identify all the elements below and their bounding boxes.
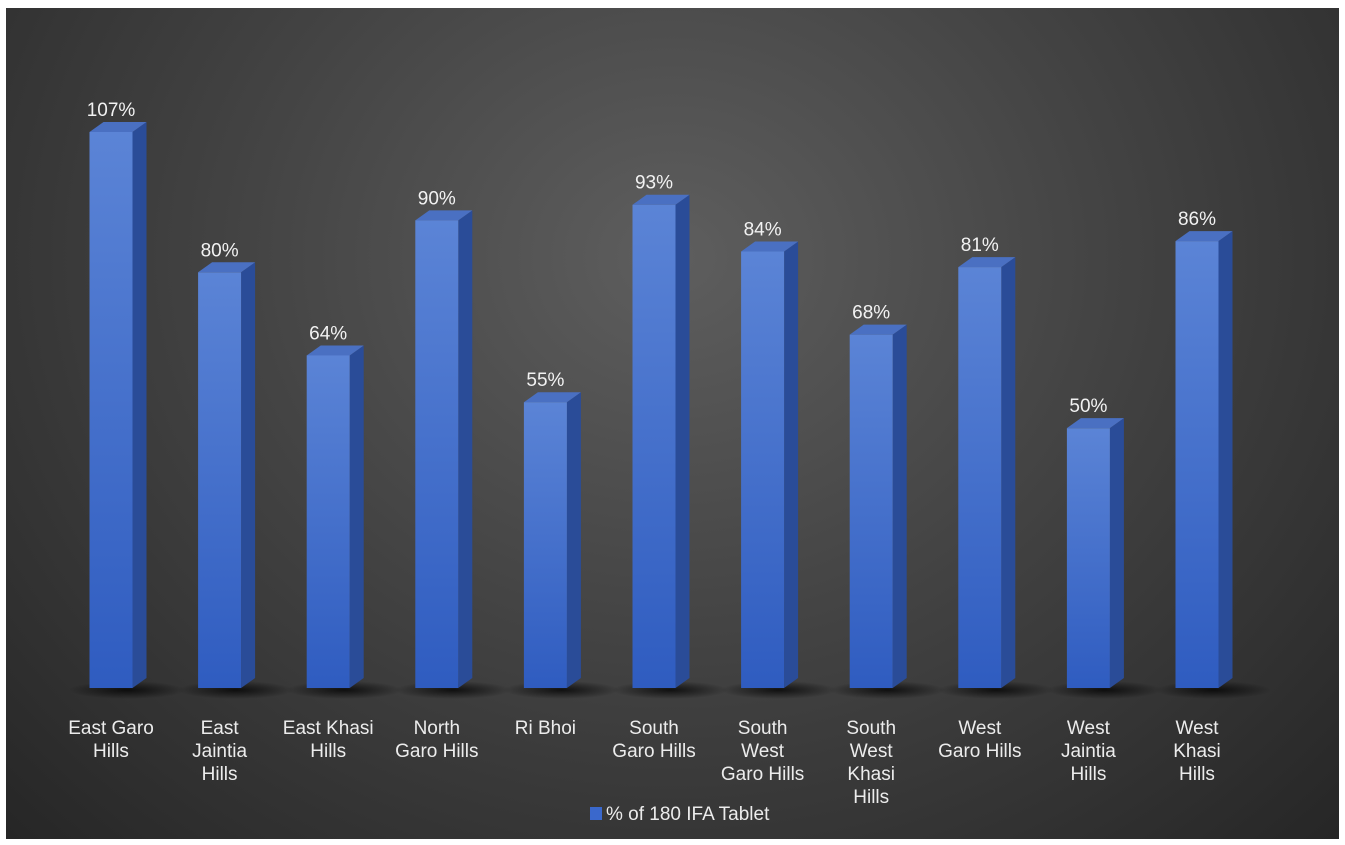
bars: [89, 122, 1233, 689]
category-label: West Khasi Hills: [1173, 718, 1221, 785]
bar: [741, 241, 799, 688]
category-label: South Garo Hills: [612, 718, 695, 762]
data-label: 64%: [309, 323, 347, 344]
bar: [1066, 418, 1124, 688]
data-label: 55%: [526, 370, 564, 391]
bar-top: [89, 122, 147, 132]
bar: [1175, 231, 1233, 688]
chart-area: 107% 80% 64% 90% 55% 93% 84% 68% 81% 50% 86% East …: [6, 8, 1339, 839]
category-label: East Khasi Hills: [283, 718, 374, 762]
data-label: 80%: [201, 240, 239, 261]
bar-front: [89, 132, 133, 688]
bar: [958, 257, 1016, 688]
data-label: 68%: [852, 303, 890, 324]
data-label: 50%: [1069, 396, 1107, 417]
data-label: 84%: [744, 220, 782, 241]
bar-front: [958, 267, 1002, 688]
bar: [306, 345, 364, 688]
bar-top: [1066, 418, 1124, 429]
bar-front: [198, 272, 242, 688]
bar-side: [1218, 231, 1233, 688]
bar-front: [415, 220, 459, 689]
bar-top: [306, 345, 364, 356]
bar-front: [632, 204, 676, 688]
category-label: Ri Bhoi: [515, 718, 576, 739]
bar-front: [306, 355, 350, 688]
data-label: 81%: [961, 235, 999, 256]
bar: [198, 262, 256, 688]
bar-top: [198, 262, 256, 273]
legend-swatch: [590, 807, 602, 820]
data-label: 90%: [418, 188, 456, 209]
category-label: West Garo Hills: [938, 718, 1021, 762]
bar-side: [1109, 418, 1124, 688]
bar: [632, 194, 690, 688]
bar: [523, 392, 581, 688]
data-labels: 107% 80% 64% 90% 55% 93% 84% 68% 81% 50% 86%: [87, 100, 1216, 417]
bar: [415, 210, 473, 689]
bar-chart: 107% 80% 64% 90% 55% 93% 84% 68% 81% 50% 86% East …: [68, 100, 1271, 825]
bar: [89, 122, 147, 688]
bar-top: [1175, 231, 1233, 242]
bar-top: [632, 194, 690, 205]
bar-front: [849, 334, 893, 688]
data-label: 107%: [87, 100, 136, 121]
bar-front: [523, 402, 567, 688]
bar-top: [523, 392, 581, 403]
category-label: East Jaintia Hills: [192, 718, 247, 785]
legend: % of 180 IFA Tablet: [590, 804, 770, 825]
bar-side: [566, 392, 581, 688]
bar-top: [849, 324, 907, 335]
bar-front: [741, 251, 785, 688]
data-label: 93%: [635, 173, 673, 194]
bar-side: [1001, 257, 1016, 688]
category-label: South West Garo Hills: [721, 718, 804, 785]
category-labels: East Garo Hills East Jaintia Hills East Khasi…: [68, 718, 1221, 808]
bar-top: [415, 210, 473, 221]
bar-front: [1066, 428, 1110, 688]
bar-side: [675, 194, 690, 688]
data-label: 86%: [1178, 209, 1216, 230]
bar-side: [784, 241, 799, 688]
category-label: West Jaintia Hills: [1061, 718, 1116, 785]
bar-side: [458, 210, 473, 689]
category-label: East Garo Hills: [68, 718, 154, 762]
bar-front: [1175, 241, 1219, 688]
bar-side: [892, 324, 907, 688]
category-label: North Garo Hills: [395, 718, 478, 762]
bar-side: [241, 262, 256, 688]
legend-label: % of 180 IFA Tablet: [606, 804, 770, 825]
bar-side: [132, 122, 147, 688]
bar-top: [741, 241, 799, 252]
category-label: South West Khasi Hills: [846, 718, 896, 808]
bar-side: [349, 345, 364, 688]
bar-top: [958, 257, 1016, 268]
bar: [849, 324, 907, 688]
